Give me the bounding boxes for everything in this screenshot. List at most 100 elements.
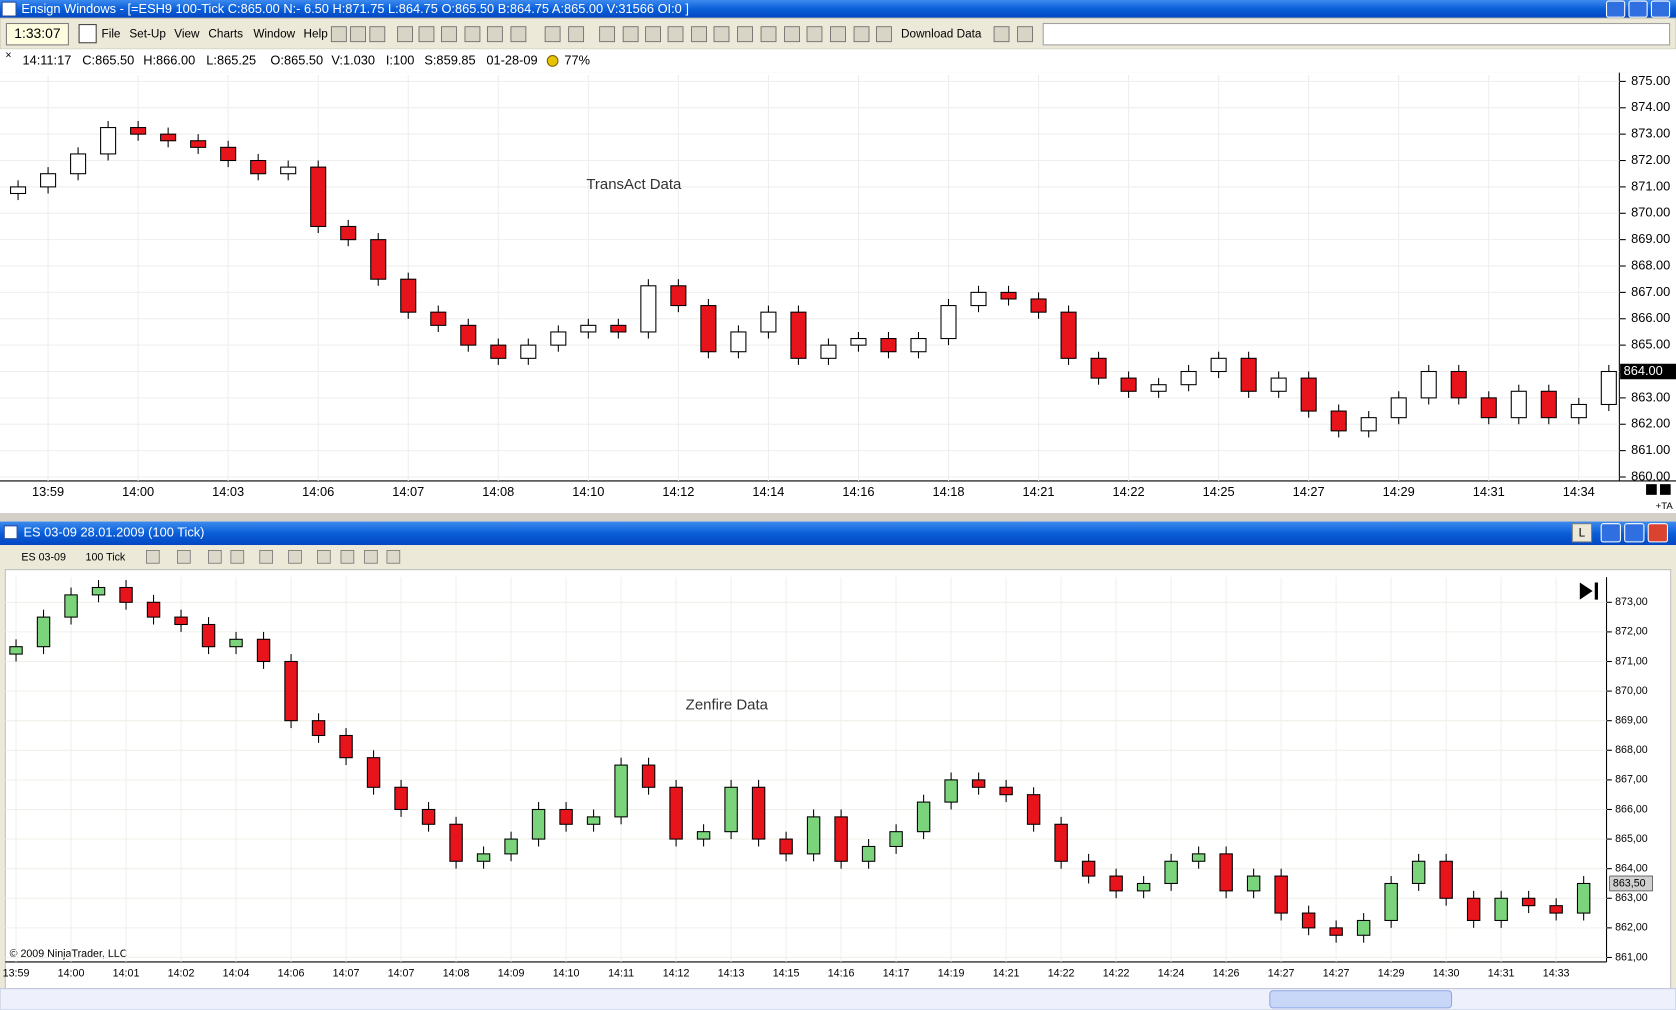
candle-body <box>119 586 133 603</box>
toolbar-icon[interactable] <box>441 26 457 43</box>
candle-body <box>1600 370 1617 406</box>
toolbar-icon[interactable] <box>806 26 823 43</box>
toolbar-icon[interactable] <box>853 26 870 43</box>
x-tick-label: 14:13 <box>718 967 745 979</box>
panel-close[interactable] <box>1647 523 1668 543</box>
toolbar-icon[interactable] <box>622 26 639 43</box>
x-tick-label: 14:31 <box>1473 484 1505 499</box>
menu-item[interactable]: Help <box>304 27 329 40</box>
menu-item[interactable]: Set-Up <box>129 27 166 40</box>
candle-body <box>1060 311 1077 359</box>
ta-label[interactable]: +TA <box>1656 501 1674 512</box>
candle-body <box>940 305 957 340</box>
go-to-end[interactable] <box>1579 582 1598 600</box>
candle-body <box>10 186 27 195</box>
toolbar-icon[interactable] <box>760 26 777 43</box>
menu-icon[interactable] <box>78 24 97 44</box>
panel-minimize[interactable] <box>1600 523 1621 543</box>
candle-body <box>220 146 237 162</box>
toolbar-icon[interactable] <box>876 26 892 43</box>
x-tick-label: 14:12 <box>663 967 690 979</box>
candle-body <box>610 324 627 333</box>
instrument-selector[interactable]: ES 03-09 <box>21 552 66 564</box>
top-corner-box[interactable] <box>1659 484 1671 495</box>
menu-item[interactable]: Charts <box>208 27 243 40</box>
x-tick-label: 14:04 <box>223 967 250 979</box>
candle-body <box>834 816 848 862</box>
toolbar-icon[interactable] <box>350 26 366 43</box>
panel-maximize[interactable] <box>1624 523 1645 543</box>
candle-body <box>1026 794 1041 825</box>
toolbar-icon[interactable] <box>737 26 753 43</box>
toolbar-icon[interactable] <box>830 26 846 43</box>
maximize-button[interactable] <box>1628 0 1648 18</box>
status-field: 77% <box>564 52 590 67</box>
candle-body <box>1030 298 1047 313</box>
toolbar-icon[interactable] <box>645 26 661 43</box>
panel-toolbar-icon[interactable] <box>386 549 401 564</box>
l-button-box[interactable] <box>1571 523 1593 543</box>
toolbar-icon[interactable] <box>510 26 527 43</box>
panel-toolbar-icon[interactable] <box>177 549 191 564</box>
toolbar-icon[interactable] <box>691 26 707 43</box>
toolbar-icon[interactable] <box>418 26 435 43</box>
panel-toolbar-icon[interactable] <box>230 549 245 564</box>
toolbar-icon[interactable] <box>464 26 481 43</box>
window-separator <box>0 513 1676 522</box>
toolbar-icon[interactable] <box>1017 26 1033 43</box>
candle-body <box>190 140 207 148</box>
minimize-button[interactable] <box>1605 0 1626 18</box>
y-tick-label: 871.00 <box>1631 178 1670 193</box>
toolbar-icon[interactable] <box>993 26 1010 43</box>
x-tick-label: 14:18 <box>932 484 964 499</box>
candle-body <box>1570 403 1587 419</box>
candle-body <box>160 133 177 142</box>
toolbar-icon[interactable] <box>330 26 347 43</box>
scrollbar[interactable] <box>0 988 1676 1010</box>
panel-toolbar-icon[interactable] <box>288 549 302 564</box>
download-button[interactable]: Download Data <box>901 27 982 40</box>
period-selector[interactable]: 100 Tick <box>86 552 126 564</box>
panel-toolbar-icon[interactable] <box>364 549 378 564</box>
toolbar-icon[interactable] <box>784 26 800 43</box>
status-field: O:865.50 <box>270 52 323 67</box>
panel-toolbar-icon[interactable] <box>317 549 331 564</box>
x-tick-label: 14:19 <box>938 967 965 979</box>
toolbar-icon[interactable] <box>486 26 503 43</box>
menu-item[interactable]: View <box>174 27 200 40</box>
menu-item[interactable]: Window <box>253 27 295 40</box>
panel-toolbar-icon[interactable] <box>340 549 355 564</box>
y-tick-label: 872.00 <box>1631 152 1670 167</box>
y-tick-label: 868.00 <box>1631 257 1670 272</box>
toolbar-icon[interactable] <box>568 26 585 43</box>
x-tick-label: 14:26 <box>1213 967 1240 979</box>
close-button[interactable] <box>1650 0 1671 18</box>
toolbar-icon[interactable] <box>544 26 561 43</box>
candle-body <box>944 779 958 803</box>
close-mark[interactable]: × <box>5 49 11 61</box>
y-tick-label: 875.00 <box>1631 73 1670 88</box>
toolbar-icon[interactable] <box>667 26 684 43</box>
panel-toolbar-icon[interactable] <box>146 549 160 564</box>
toolbar-icon[interactable] <box>599 26 616 43</box>
l-button[interactable]: L <box>1579 526 1586 539</box>
toolbar-icon[interactable] <box>369 26 386 43</box>
candle-body <box>1090 357 1107 379</box>
x-tick-label: 14:07 <box>388 967 415 979</box>
menu-item[interactable]: File <box>102 27 121 40</box>
candle-body <box>250 159 267 175</box>
panel-toolbar-icon[interactable] <box>259 549 273 564</box>
toolbar-field[interactable] <box>1042 22 1671 46</box>
toolbar-icon[interactable] <box>713 26 730 43</box>
x-tick-label: 14:02 <box>168 967 195 979</box>
panel-toolbar-icon[interactable] <box>208 549 222 564</box>
top-corner-box[interactable] <box>1646 484 1657 495</box>
candle-body <box>36 616 51 648</box>
toolbar-icon[interactable] <box>397 26 414 43</box>
candle-body <box>559 808 573 825</box>
scroll-thumb[interactable] <box>1269 990 1453 1009</box>
x-tick-label: 14:27 <box>1323 967 1350 979</box>
x-tick-label: 14:33 <box>1543 967 1570 979</box>
status-field: 01-28-09 <box>486 52 537 67</box>
candle-body <box>370 239 387 280</box>
